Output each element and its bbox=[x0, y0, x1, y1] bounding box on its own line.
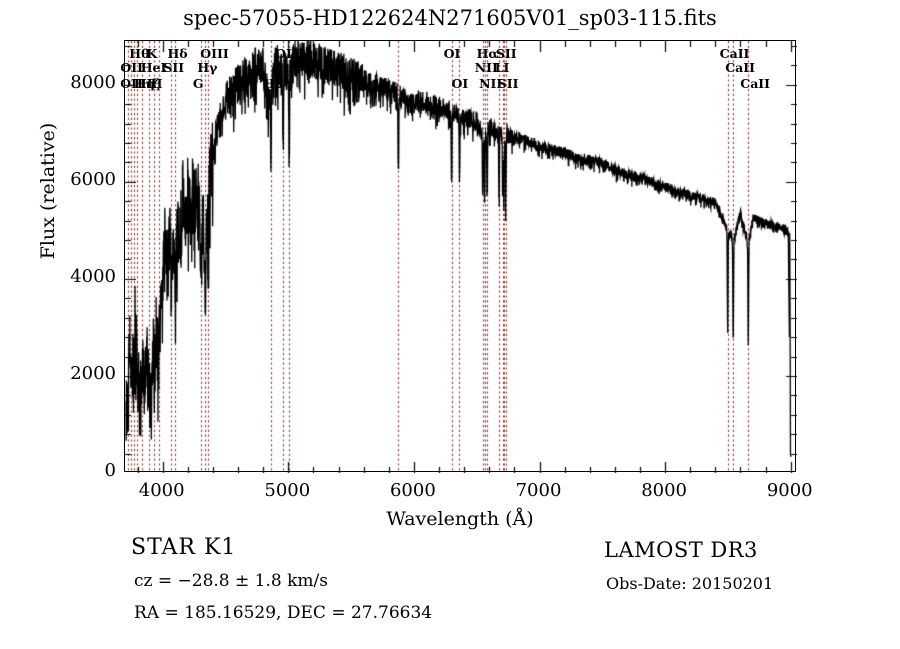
spectral-line-label: Hη bbox=[133, 76, 155, 91]
y-tick-label: 8000 bbox=[70, 71, 116, 93]
page-title: spec-57055-HD122624N271605V01_sp03-115.f… bbox=[183, 6, 717, 30]
spectral-line-label: CaII bbox=[725, 60, 755, 75]
y-tick-label: 0 bbox=[104, 460, 116, 481]
spectral-line-label: Hγ bbox=[197, 60, 218, 75]
footer-survey-name: LAMOST DR3 bbox=[604, 538, 758, 562]
spectral-line-label: Hβ bbox=[262, 76, 283, 91]
spectral-line-label: HeI bbox=[140, 60, 167, 75]
x-tick-label: 8000 bbox=[641, 480, 688, 501]
spectral-line-label: SII bbox=[497, 76, 519, 91]
x-tick-label: 6000 bbox=[389, 480, 436, 501]
spectral-line-label: OIII bbox=[200, 46, 229, 61]
x-tick-label: 7000 bbox=[515, 480, 562, 501]
spectral-line-label: LI bbox=[494, 60, 510, 75]
spectral-line-label: SII bbox=[495, 46, 517, 61]
x-tick-label: 5000 bbox=[264, 480, 311, 501]
spectral-line-label: CaII bbox=[719, 46, 750, 61]
x-tick-label: 4000 bbox=[138, 480, 185, 501]
spectral-line-label: OIII bbox=[275, 46, 304, 61]
spectral-line-label: OI bbox=[443, 46, 461, 61]
spectral-line-label: CaII bbox=[740, 76, 770, 91]
x-axis-title: Wavelength (Å) bbox=[386, 508, 534, 530]
spectral-line-label: NII bbox=[474, 60, 498, 75]
spectral-line-label: Hζ bbox=[140, 76, 160, 91]
spectral-line-label: OII bbox=[120, 76, 143, 91]
x-tick-label: 9000 bbox=[766, 480, 813, 501]
spectral-line-label: OI bbox=[451, 76, 469, 91]
spectral-line-label: OII bbox=[120, 60, 143, 75]
spectral-line-label: Hα bbox=[476, 46, 499, 61]
spectrum-plot-frame: Hθ K Hδ OIII OIII OII HeI SII Hγ OII Hζ Hη H G Hβ OI Hα S… bbox=[120, 40, 797, 473]
footer-obs-date: Obs-Date: 20150201 bbox=[606, 574, 774, 593]
spectral-line-label: G bbox=[192, 76, 204, 91]
footer-ra-dec: RA = 185.16529, DEC = 27.76634 bbox=[134, 603, 433, 623]
spectral-line-label: NII bbox=[479, 76, 503, 91]
spectral-line-label: H bbox=[150, 76, 163, 91]
spectral-line-label: SII bbox=[163, 60, 185, 75]
y-tick-label: 2000 bbox=[70, 362, 116, 384]
spectral-line-label: Hθ bbox=[129, 46, 150, 61]
axis-ticks bbox=[125, 41, 797, 473]
spectral-line-label: K bbox=[146, 46, 158, 61]
y-tick-label: 4000 bbox=[70, 265, 116, 287]
footer-star-class: STAR K1 bbox=[131, 535, 237, 560]
y-tick-label: 6000 bbox=[70, 168, 116, 190]
footer-cz: cz = −28.8 ± 1.8 km/s bbox=[134, 571, 328, 591]
spectral-line-label: Hδ bbox=[167, 46, 188, 61]
